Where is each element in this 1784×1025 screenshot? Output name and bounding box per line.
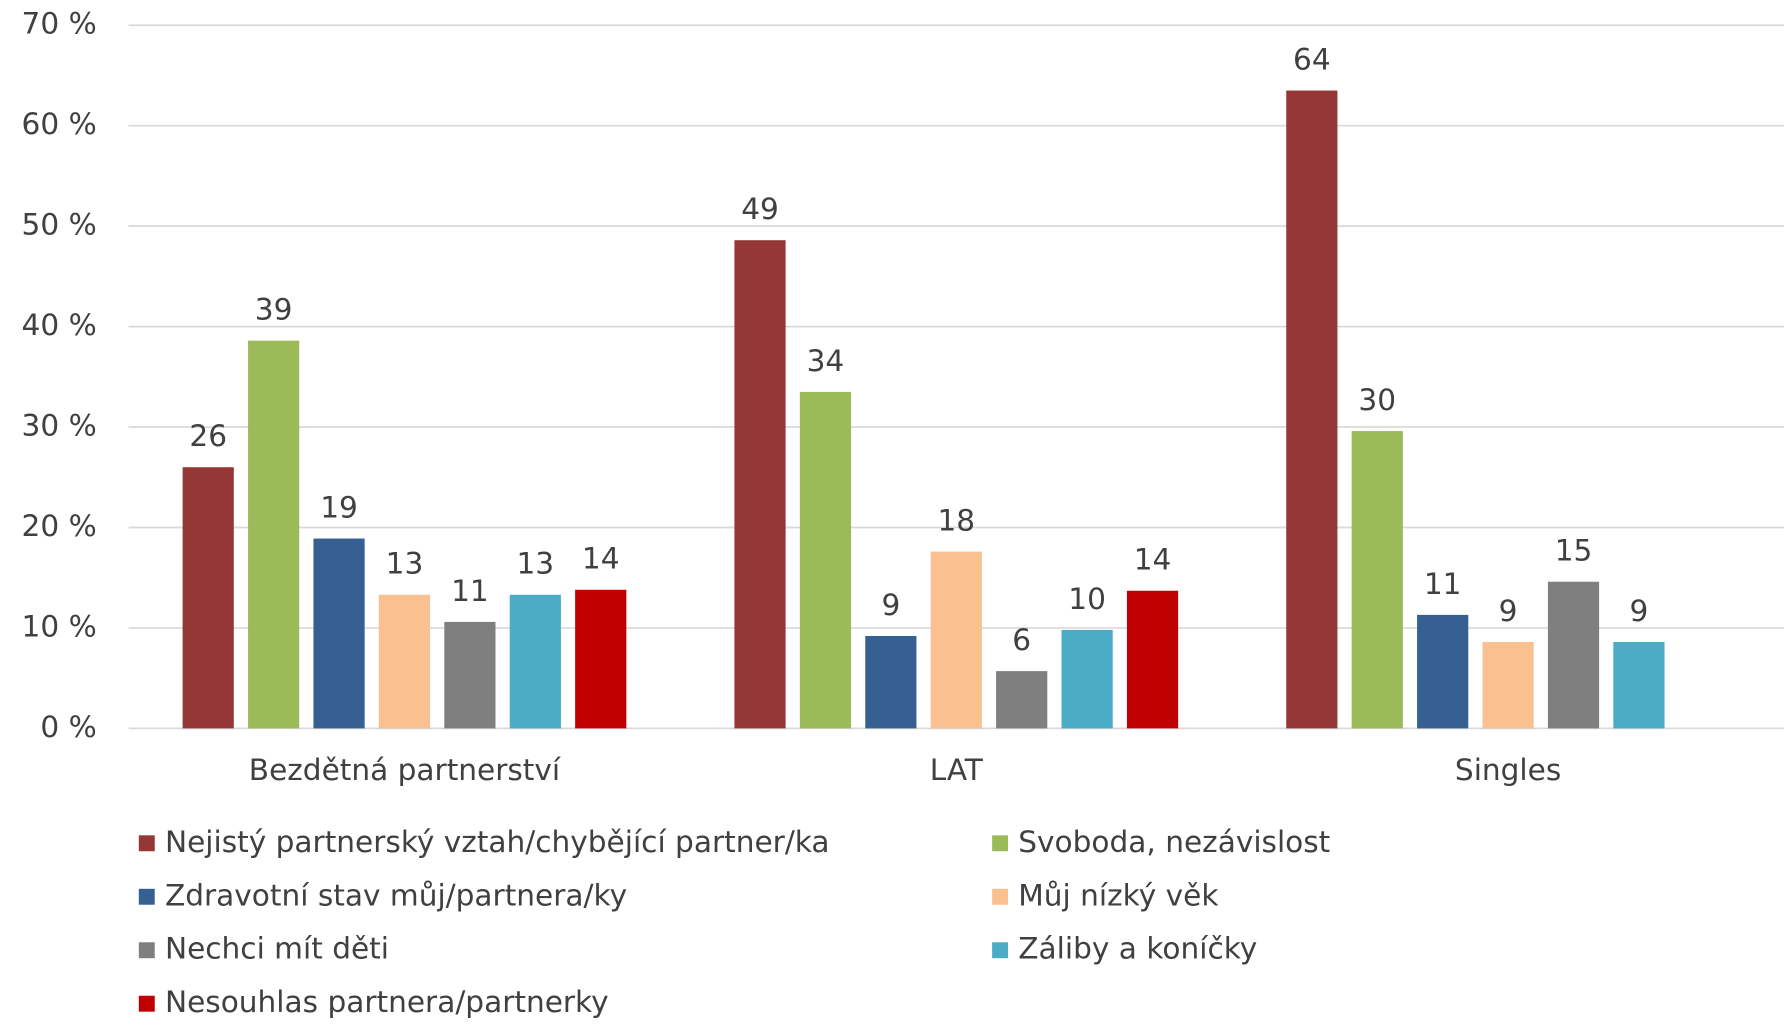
legend-swatch (138, 835, 155, 852)
x-tick-label: Bezdětná partnerství (249, 753, 561, 787)
y-tick-label: 40 % (22, 308, 97, 342)
data-label: 13 (386, 547, 424, 581)
data-label: 9 (1630, 594, 1649, 628)
legend-label: Nejistý partnerský vztah/chybějící partn… (165, 825, 830, 859)
y-tick-label: 0 % (40, 710, 96, 744)
bar (1351, 431, 1403, 729)
data-label: 9 (1499, 594, 1518, 628)
data-label: 39 (255, 293, 293, 327)
data-label: 9 (881, 588, 900, 622)
bar (575, 589, 627, 729)
y-tick-label: 10 % (22, 609, 97, 643)
y-tick-label: 20 % (22, 509, 97, 543)
bar (248, 340, 300, 729)
data-label: 18 (937, 504, 975, 538)
bar (1482, 641, 1534, 729)
data-label: 49 (741, 192, 779, 226)
bar (734, 240, 786, 729)
legend-label: Nechci mít děti (165, 932, 389, 966)
bar (1126, 590, 1179, 729)
legend-label: Zdravotní stav můj/partnera/ky (165, 878, 627, 912)
legend-swatch (138, 888, 155, 905)
legend-label: Můj nízký věk (1018, 878, 1219, 912)
bar (799, 391, 852, 729)
data-label: 30 (1358, 383, 1396, 417)
data-label: 10 (1068, 582, 1106, 616)
legend-label: Svoboda, nezávislost (1018, 825, 1330, 859)
bar (1417, 614, 1469, 729)
bar (865, 635, 917, 729)
legend-swatch (992, 835, 1009, 852)
x-tick-label: Singles (1455, 753, 1561, 787)
data-label: 15 (1555, 534, 1593, 568)
bar (378, 594, 431, 729)
data-label: 34 (807, 344, 845, 378)
y-tick-label: 60 % (22, 107, 97, 141)
y-tick-label: 50 % (22, 208, 97, 242)
data-label: 19 (320, 490, 358, 524)
bar (930, 551, 982, 729)
data-label: 6 (1012, 623, 1031, 657)
legend-swatch (138, 995, 155, 1012)
bar (1061, 629, 1113, 729)
legend-swatch (992, 942, 1009, 959)
legend-swatch (992, 888, 1009, 905)
bar (182, 467, 234, 729)
bar (996, 671, 1048, 729)
bar (1286, 90, 1338, 729)
bar (1547, 581, 1600, 729)
y-tick-label: 70 % (22, 7, 97, 41)
legend-label: Nesouhlas partnera/partnerky (165, 985, 609, 1019)
data-label: 13 (516, 547, 554, 581)
legend-swatch (138, 942, 155, 959)
data-label: 64 (1293, 42, 1331, 76)
data-label: 11 (451, 574, 489, 608)
legend-label: Záliby a koníčky (1018, 932, 1257, 966)
bar (509, 594, 561, 729)
y-tick-label: 30 % (22, 409, 97, 443)
data-label: 11 (1424, 567, 1462, 601)
bar (444, 621, 496, 729)
x-tick-label: LAT (930, 753, 984, 787)
bar (1613, 641, 1665, 729)
bar (313, 538, 365, 729)
data-label: 14 (1134, 543, 1172, 577)
data-label: 14 (582, 542, 620, 576)
data-label: 26 (189, 419, 227, 453)
